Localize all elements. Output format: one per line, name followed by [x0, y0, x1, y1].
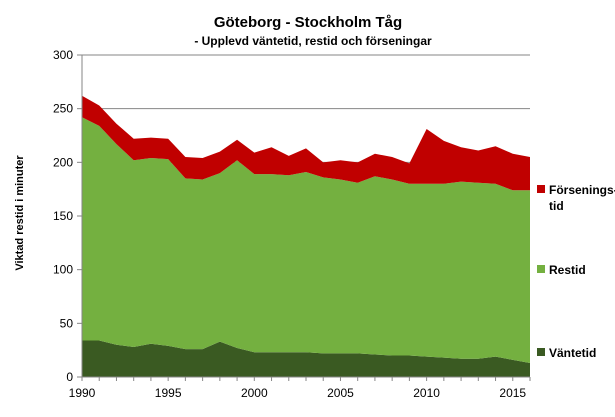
x-tick-label: 2010 — [413, 386, 440, 400]
x-tick-label: 1995 — [155, 386, 182, 400]
area-restid — [82, 117, 530, 364]
chart-title: Göteborg - Stockholm Tåg — [214, 14, 402, 31]
legend-swatch-restid — [537, 265, 545, 273]
legend-label: Restid — [549, 263, 586, 277]
y-tick-label: 250 — [53, 102, 73, 116]
chart-subtitle: - Upplevd väntetid, restid och försening… — [194, 34, 432, 48]
legend-label: tid — [549, 199, 564, 213]
area-v-ntetid — [82, 340, 530, 377]
x-tick-label: 1990 — [69, 386, 96, 400]
area-f-rseningstid — [82, 95, 530, 191]
legend-swatch-v-ntetid — [537, 348, 545, 356]
y-tick-label: 0 — [66, 370, 73, 384]
y-tick-label: 300 — [53, 48, 73, 62]
legend: Försenings-tid Restid Väntetid — [537, 183, 615, 360]
legend-label: Försenings- — [549, 183, 615, 197]
x-tick-label: 2005 — [327, 386, 354, 400]
legend-label: Väntetid — [549, 346, 596, 360]
y-tick-label: 200 — [53, 155, 73, 169]
axes: 0 50 100 150 200 250 300 1990 1995 2000 2005 2010 20… — [53, 48, 531, 400]
x-tick-label: 2000 — [241, 386, 268, 400]
y-axis-label: Viktad restid i minuter — [14, 155, 26, 271]
y-tick-label: 150 — [53, 209, 73, 223]
plot-area — [82, 95, 530, 377]
y-tick-label: 50 — [60, 316, 74, 330]
legend-swatch-f-rseningstid — [537, 185, 545, 193]
x-tick-label: 2015 — [499, 386, 526, 400]
y-tick-label: 100 — [53, 263, 73, 277]
